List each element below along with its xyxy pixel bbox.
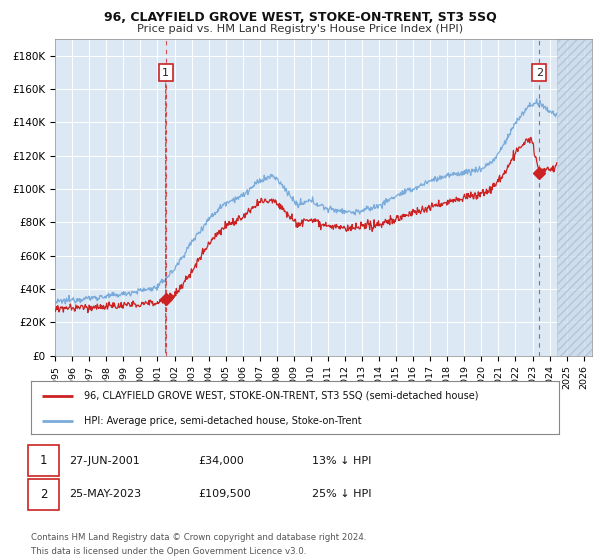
Text: £109,500: £109,500	[198, 489, 251, 499]
Text: 27-JUN-2001: 27-JUN-2001	[69, 456, 140, 465]
Text: Contains HM Land Registry data © Crown copyright and database right 2024.: Contains HM Land Registry data © Crown c…	[31, 533, 367, 542]
Bar	[557, 39, 592, 356]
Text: 2: 2	[40, 488, 47, 501]
Text: 1: 1	[162, 68, 169, 77]
Text: 25% ↓ HPI: 25% ↓ HPI	[312, 489, 371, 499]
Text: 1: 1	[40, 454, 47, 467]
Text: HPI: Average price, semi-detached house, Stoke-on-Trent: HPI: Average price, semi-detached house,…	[84, 416, 362, 426]
Text: 2: 2	[536, 68, 543, 77]
Text: 96, CLAYFIELD GROVE WEST, STOKE-ON-TRENT, ST3 5SQ (semi-detached house): 96, CLAYFIELD GROVE WEST, STOKE-ON-TRENT…	[84, 391, 479, 401]
Text: 25-MAY-2023: 25-MAY-2023	[69, 489, 141, 499]
Text: This data is licensed under the Open Government Licence v3.0.: This data is licensed under the Open Gov…	[31, 547, 307, 556]
Text: Price paid vs. HM Land Registry's House Price Index (HPI): Price paid vs. HM Land Registry's House …	[137, 24, 463, 34]
Text: 96, CLAYFIELD GROVE WEST, STOKE-ON-TRENT, ST3 5SQ: 96, CLAYFIELD GROVE WEST, STOKE-ON-TRENT…	[104, 11, 496, 24]
Text: £34,000: £34,000	[198, 456, 244, 465]
Text: 13% ↓ HPI: 13% ↓ HPI	[312, 456, 371, 465]
